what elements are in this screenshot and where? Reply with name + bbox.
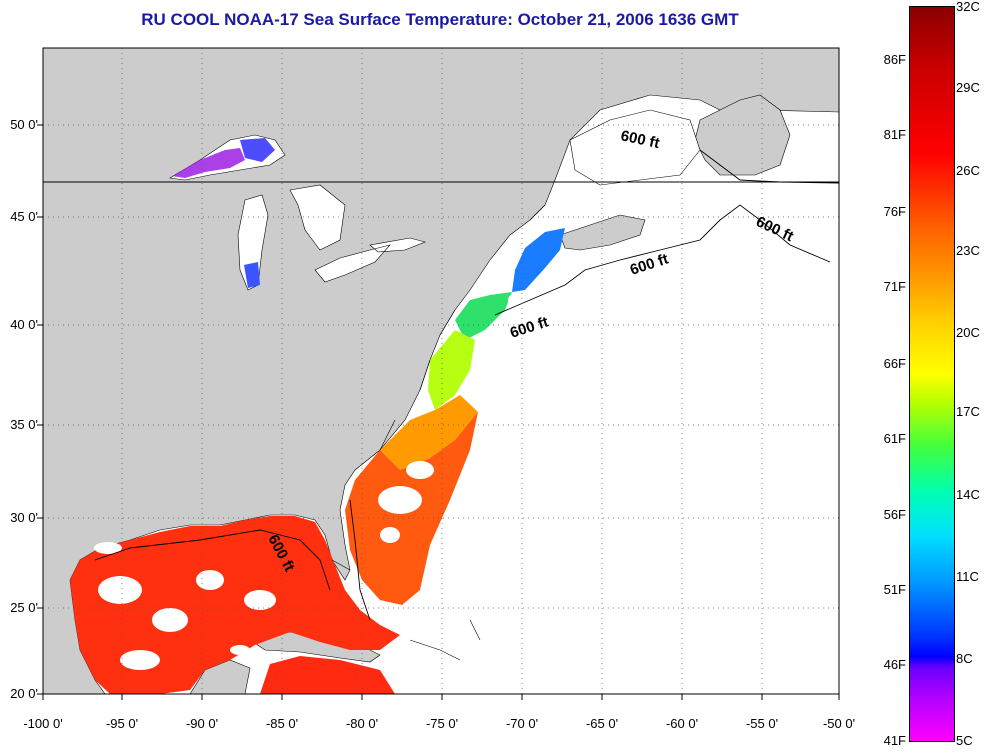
colorbar-c-label: 5C [956, 733, 973, 748]
sst-chesapeake [428, 330, 475, 410]
sst-carolinas [380, 395, 478, 470]
lake-erie-ontario [314, 237, 426, 283]
colorbar-f-label: 81F [883, 127, 906, 142]
lon-label--70: -70 0' [505, 716, 539, 731]
colorbar-c-label: 32C [956, 0, 980, 14]
colorbar-c-label: 8C [956, 651, 973, 666]
colorbar-f-label: 76F [883, 204, 906, 219]
sst-mid-atlantic [455, 292, 512, 340]
lat-label-35: 35 0' [10, 417, 38, 432]
colorbar-f-label: 51F [883, 582, 906, 597]
lat-label-25: 25 0' [10, 600, 38, 615]
lon-label--55: -55 0' [745, 716, 779, 731]
axis-ticks [37, 124, 840, 700]
colorbar-f-label: 41F [883, 733, 906, 748]
sst-michigan-blue [244, 262, 260, 288]
sst-gulf-of-maine [512, 228, 565, 292]
colorbar-c-label: 29C [956, 80, 980, 95]
lat-label-45: 45 0' [10, 209, 38, 224]
colorbar-f-label: 46F [883, 657, 906, 672]
colorbar-c-label: 20C [956, 325, 980, 340]
colorbar-f-label: 71F [883, 279, 906, 294]
map-title: RU COOL NOAA-17 Sea Surface Temperature:… [141, 10, 739, 29]
lon-label--75: -75 0' [425, 716, 459, 731]
lake-huron [289, 184, 346, 251]
temperature-colorbar [909, 6, 955, 742]
colorbar-c-label: 23C [956, 243, 980, 258]
sst-caribbean [260, 656, 395, 694]
coastline-detail [331, 204, 546, 661]
lon-label--65: -65 0' [585, 716, 619, 731]
colorbar-f-label: 86F [883, 52, 906, 67]
colorbar-f-label: 56F [883, 507, 906, 522]
lon-label--60: -60 0' [665, 716, 699, 731]
map-border [42, 47, 840, 695]
lon-label--85: -85 0' [265, 716, 299, 731]
sst-superior-blue [240, 138, 275, 162]
lat-label-50: 50 0' [10, 117, 38, 132]
cloud-mask [94, 292, 532, 670]
colorbar-c-label: 14C [956, 487, 980, 502]
lon-label--100: -100 0' [23, 716, 63, 731]
land-maritimes [559, 214, 646, 251]
colorbar-c-label: 11C [956, 569, 979, 584]
colorbar-f-label: 61F [883, 431, 906, 446]
colorbar-c-label: 26C [956, 163, 980, 178]
lat-label-30: 30 0' [10, 510, 38, 525]
lon-label--80: -80 0' [345, 716, 379, 731]
land-newfoundland [694, 94, 791, 176]
lon-label--90: -90 0' [185, 716, 219, 731]
lat-label-20: 20 0' [10, 686, 38, 701]
lon-label--95: -95 0' [105, 716, 139, 731]
lat-label-40: 40 0' [10, 317, 38, 332]
lon-label--50: -50 0' [822, 716, 856, 731]
colorbar-f-label: 66F [883, 356, 906, 371]
sst-gulf-of-mexico [70, 516, 400, 694]
gulf-st-lawrence [569, 109, 701, 186]
isobath-600ft [94, 149, 840, 621]
colorbar-c-label: 17C [956, 404, 980, 419]
sst-great-lakes-purple [172, 148, 245, 178]
